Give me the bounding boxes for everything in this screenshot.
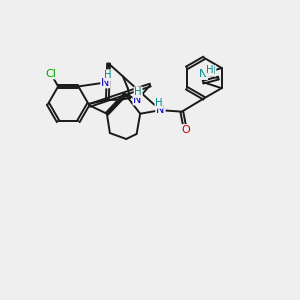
Text: O: O <box>181 125 190 135</box>
Text: H: H <box>134 87 142 97</box>
Text: H: H <box>156 99 163 109</box>
Text: H: H <box>104 70 111 80</box>
Text: H: H <box>208 66 216 76</box>
Text: N: N <box>199 69 207 79</box>
Text: N: N <box>156 105 165 115</box>
Text: N: N <box>156 105 165 115</box>
Text: Cl: Cl <box>45 69 56 79</box>
Text: H: H <box>206 65 213 76</box>
Text: H: H <box>155 98 163 108</box>
Text: O: O <box>181 125 190 135</box>
Text: N: N <box>199 69 207 79</box>
Text: N: N <box>133 94 142 105</box>
Text: N: N <box>101 77 110 88</box>
